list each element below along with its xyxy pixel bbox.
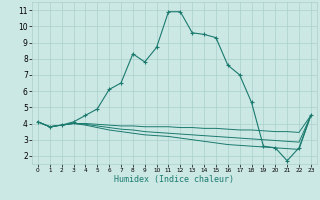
X-axis label: Humidex (Indice chaleur): Humidex (Indice chaleur) (115, 175, 234, 184)
